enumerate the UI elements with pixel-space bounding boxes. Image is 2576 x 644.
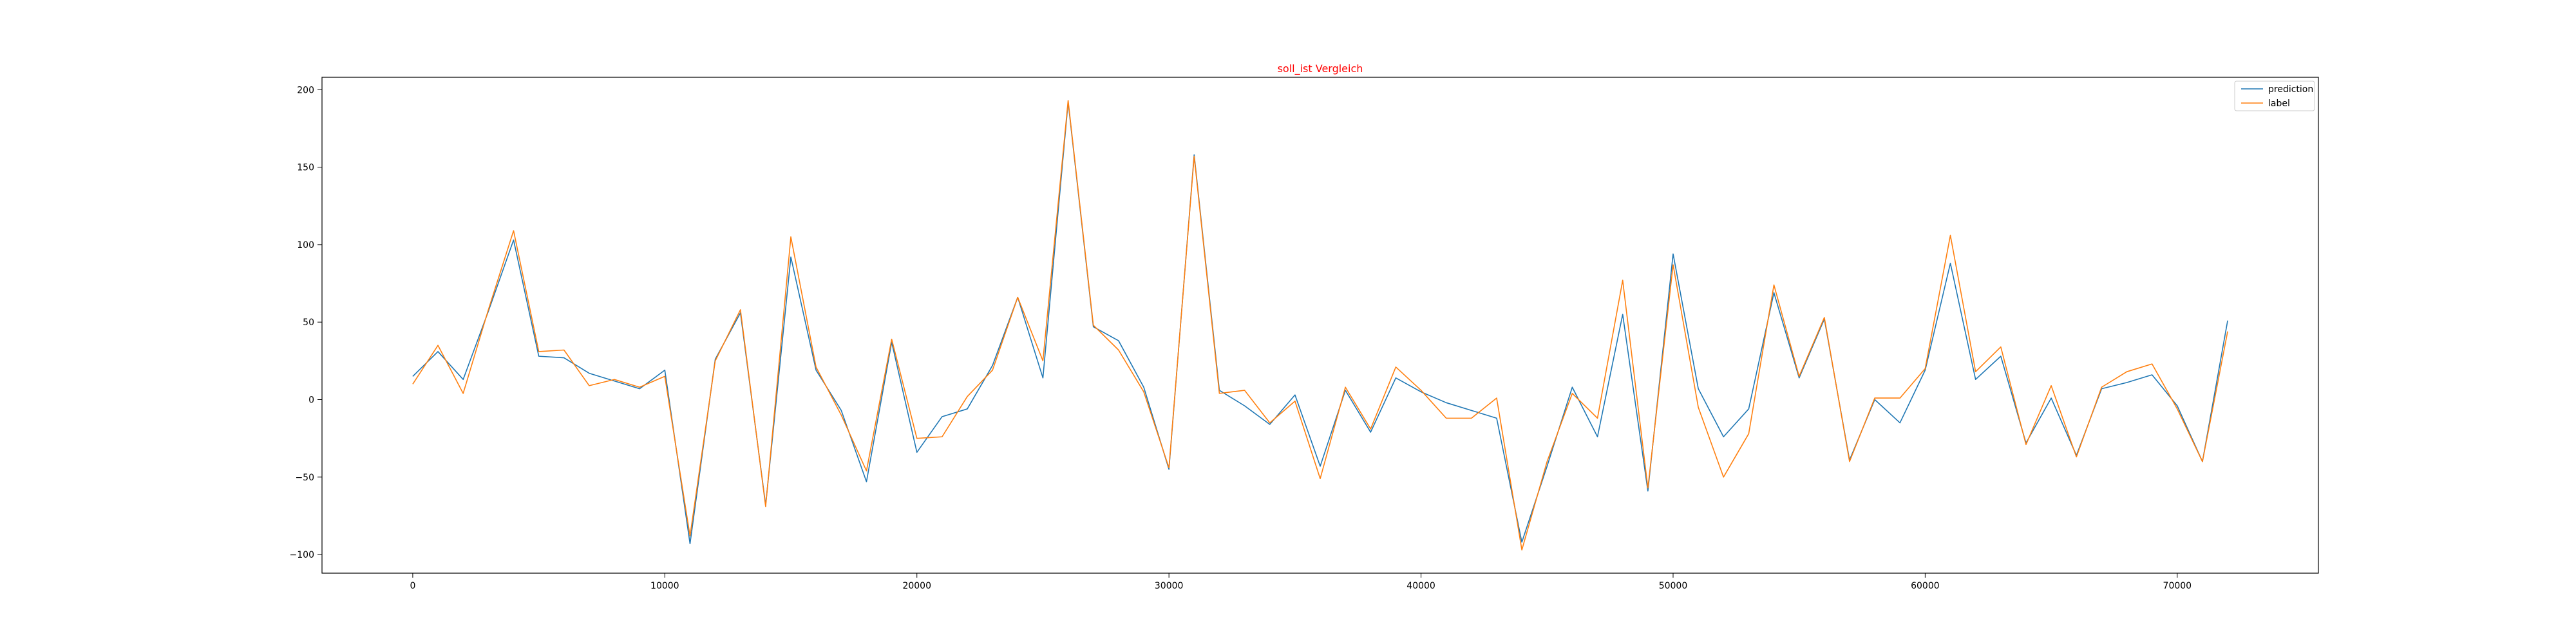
- y-tick-label: 100: [297, 240, 314, 251]
- series-line-label: [412, 100, 2228, 551]
- x-tick-label: 20000: [902, 581, 931, 591]
- x-tick-label: 10000: [650, 581, 679, 591]
- x-tick-label: 50000: [1659, 581, 1688, 591]
- legend: prediction label: [2234, 80, 2315, 111]
- y-tick-label: 50: [303, 317, 314, 328]
- y-tick-label: 0: [308, 395, 314, 406]
- y-axis: −100 −50 0 50 100 150 200: [290, 85, 322, 560]
- legend-label-prediction: prediction: [2268, 84, 2313, 95]
- y-tick-label: 150: [297, 163, 314, 173]
- legend-label-label: label: [2268, 99, 2290, 109]
- x-tick-label: 30000: [1155, 581, 1184, 591]
- x-tick-label: 70000: [2163, 581, 2192, 591]
- y-tick-label: −50: [295, 473, 314, 483]
- x-axis: 0 10000 20000 30000 40000 50000 60000 70000: [410, 573, 2192, 591]
- series-layer: [412, 100, 2228, 551]
- y-tick-label: −100: [290, 550, 314, 560]
- y-tick-label: 200: [297, 85, 314, 95]
- x-tick-label: 40000: [1406, 581, 1435, 591]
- series-line-prediction: [412, 101, 2228, 545]
- x-tick-label: 0: [410, 581, 415, 591]
- plot-frame: [321, 77, 2319, 574]
- x-tick-label: 60000: [1911, 581, 1940, 591]
- chart-title: soll_ist Vergleich: [1278, 62, 1363, 75]
